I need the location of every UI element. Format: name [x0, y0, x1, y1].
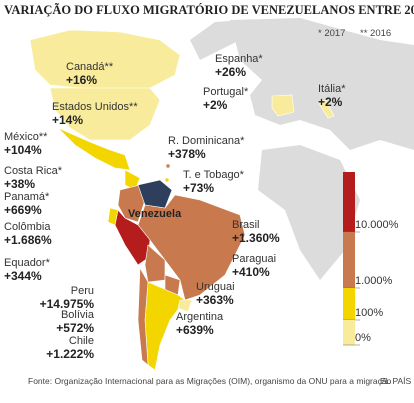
country-label: Venezuela [128, 208, 182, 220]
place-name: Colômbia [4, 221, 51, 233]
place-value: +363% [196, 293, 234, 307]
place-value: +410% [232, 265, 270, 279]
place-value: +344% [4, 269, 42, 283]
brand: EL PAÍS [380, 376, 412, 386]
place-value: +26% [215, 65, 246, 79]
place-value: +14.975% [40, 297, 95, 311]
source: Fonte: Organização Internacional para as… [28, 376, 392, 386]
note: * 2017 [318, 28, 345, 39]
place-value: +1.686% [4, 233, 52, 247]
place-value: +2% [318, 95, 343, 109]
place-name: Peru [71, 285, 94, 297]
place-name: Espanha* [215, 53, 263, 65]
place-name: México** [4, 131, 48, 143]
place-value: +1.360% [232, 231, 280, 245]
place-value: +14% [52, 113, 83, 127]
place-name: Itália* [318, 83, 346, 95]
place-name: T. e Tobago* [183, 169, 245, 181]
place-name: Costa Rica* [4, 165, 63, 177]
countries [29, 29, 335, 371]
place-name: Canadá** [66, 61, 114, 73]
legend-swatch [343, 172, 355, 232]
place-value: +104% [4, 143, 42, 157]
legend-label: 1.000% [355, 275, 393, 287]
place-value: +669% [4, 203, 42, 217]
legend-swatch [343, 288, 355, 320]
place-name: Argentina [176, 311, 224, 323]
place-name: Chile [69, 335, 94, 347]
title: VARIAÇÃO DO FLUXO MIGRATÓRIO DE VENEZUEL… [4, 3, 414, 17]
legend-swatch [343, 320, 355, 345]
place-value: +16% [66, 73, 97, 87]
place-name: Portugal* [203, 86, 249, 98]
place-name: Panamá* [4, 191, 50, 203]
place-name: Paraguai [232, 253, 276, 265]
place-value: +73% [183, 181, 214, 195]
place-value: +2% [203, 98, 228, 112]
note: ** 2016 [360, 28, 391, 39]
place-name: Estados Unidos** [52, 101, 138, 113]
legend-label: 10.000% [355, 219, 399, 231]
place-name: Equador* [4, 257, 51, 269]
place-name: Bolívia [61, 309, 95, 321]
place-value: +572% [56, 321, 94, 335]
place-name: R. Dominicana* [168, 135, 245, 147]
place-value: +639% [176, 323, 214, 337]
place-value: +1.222% [46, 347, 94, 361]
legend: 10.000% 1.000% 100% 0% [343, 172, 399, 346]
legend-label: 100% [355, 307, 383, 319]
place-value: +38% [4, 177, 35, 191]
legend-label: 0% [355, 332, 371, 344]
place-name: Uruguai [196, 281, 235, 293]
land [190, 18, 414, 280]
place-name: Brasil [232, 219, 260, 231]
place-value: +378% [168, 147, 206, 161]
labels: Canadá**+16% Estados Unidos**+14% México**… [4, 53, 346, 361]
legend-swatch [343, 232, 355, 288]
